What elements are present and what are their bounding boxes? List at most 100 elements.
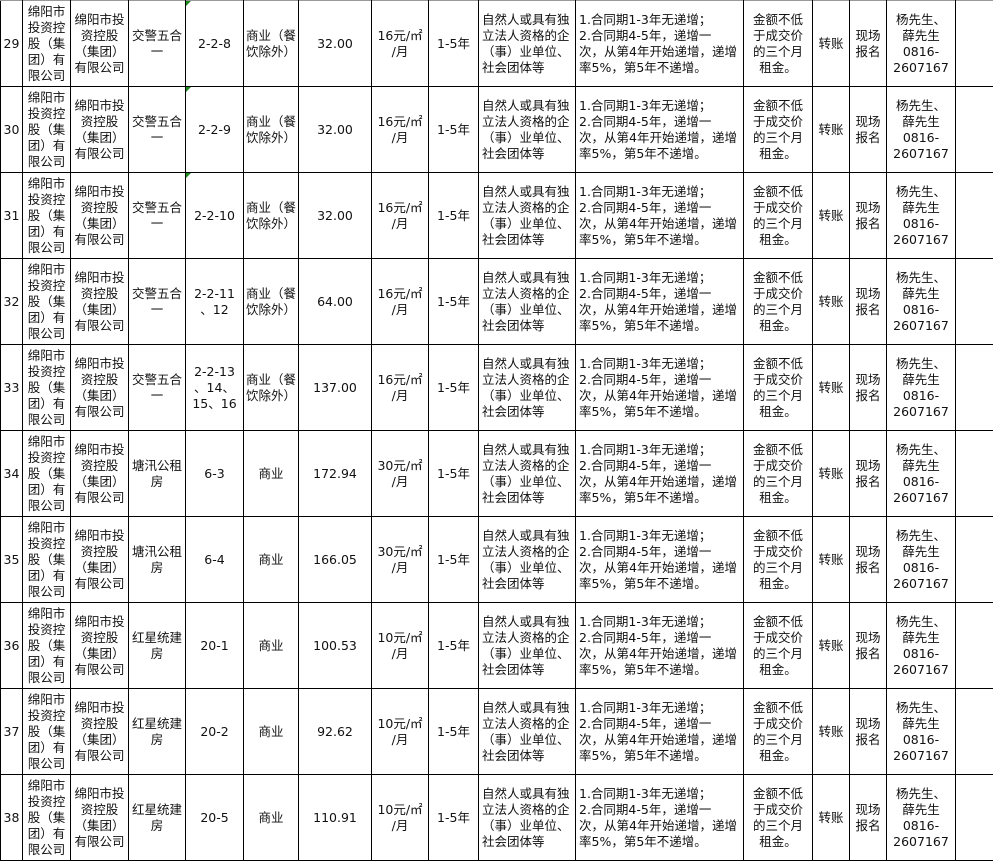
- cell-location[interactable]: 交警五合 一: [128, 0, 186, 87]
- cell-owner[interactable]: 绵阳市 投资控 股（集 团）有 限公司: [22, 172, 71, 259]
- cell-use[interactable]: 商业: [243, 774, 299, 861]
- cell-note[interactable]: [955, 172, 993, 259]
- cell-no[interactable]: 36: [0, 602, 23, 689]
- cell-use[interactable]: 商业: [243, 602, 299, 689]
- cell-no[interactable]: 29: [0, 0, 23, 87]
- cell-signup[interactable]: 现场 报名: [849, 516, 887, 603]
- cell-qualification[interactable]: 自然人或具有独 立法人资格的企 （事）业单位、 社会团体等: [478, 688, 576, 775]
- cell-note[interactable]: [955, 0, 993, 87]
- cell-area[interactable]: 172.94: [298, 430, 372, 517]
- cell-contact[interactable]: 杨先生、 薛先生 0816- 2607167: [886, 430, 956, 517]
- cell-price[interactable]: 16元/㎡ /月: [371, 0, 429, 87]
- cell-contact[interactable]: 杨先生、 薛先生 0816- 2607167: [886, 86, 956, 173]
- cell-price[interactable]: 30元/㎡ /月: [371, 516, 429, 603]
- cell-org[interactable]: 绵阳市投 资控股 （集团） 有限公司: [70, 688, 129, 775]
- cell-no[interactable]: 35: [0, 516, 23, 603]
- cell-price[interactable]: 10元/㎡ /月: [371, 602, 429, 689]
- cell-contact[interactable]: 杨先生、 薛先生 0816- 2607167: [886, 688, 956, 775]
- cell-term[interactable]: 1-5年: [428, 774, 479, 861]
- cell-use[interactable]: 商业（餐 饮除外）: [243, 172, 299, 259]
- cell-owner[interactable]: 绵阳市 投资控 股（集 团）有 限公司: [22, 516, 71, 603]
- cell-deposit[interactable]: 金额不低 于成交价 的三个月 租金。: [743, 688, 813, 775]
- cell-contact[interactable]: 杨先生、 薛先生 0816- 2607167: [886, 344, 956, 431]
- cell-unit[interactable]: 2-2-13 、14、 15、16: [185, 344, 244, 431]
- cell-deposit[interactable]: 金额不低 于成交价 的三个月 租金。: [743, 258, 813, 345]
- cell-unit[interactable]: 20-1: [185, 602, 244, 689]
- cell-deposit[interactable]: 金额不低 于成交价 的三个月 租金。: [743, 0, 813, 87]
- cell-area[interactable]: 166.05: [298, 516, 372, 603]
- cell-note[interactable]: [955, 258, 993, 345]
- cell-price[interactable]: 16元/㎡ /月: [371, 86, 429, 173]
- cell-term[interactable]: 1-5年: [428, 258, 479, 345]
- cell-org[interactable]: 绵阳市投 资控股 （集团） 有限公司: [70, 430, 129, 517]
- cell-note[interactable]: [955, 344, 993, 431]
- cell-location[interactable]: 红星统建 房: [128, 688, 186, 775]
- cell-location[interactable]: 交警五合 一: [128, 172, 186, 259]
- cell-use[interactable]: 商业（餐 饮除外）: [243, 344, 299, 431]
- cell-org[interactable]: 绵阳市投 资控股 （集团） 有限公司: [70, 516, 129, 603]
- cell-use[interactable]: 商业（餐 饮除外）: [243, 0, 299, 87]
- cell-payment[interactable]: 转账: [812, 258, 850, 345]
- cell-price[interactable]: 10元/㎡ /月: [371, 774, 429, 861]
- cell-owner[interactable]: 绵阳市 投资控 股（集 团）有 限公司: [22, 0, 71, 87]
- cell-price[interactable]: 30元/㎡ /月: [371, 430, 429, 517]
- cell-signup[interactable]: 现场 报名: [849, 258, 887, 345]
- cell-term[interactable]: 1-5年: [428, 172, 479, 259]
- cell-unit[interactable]: 20-2: [185, 688, 244, 775]
- cell-increase[interactable]: 1.合同期1-3年无递增； 2.合同期4-5年，递增一 次，从第4年开始递增，递…: [575, 688, 744, 775]
- cell-term[interactable]: 1-5年: [428, 602, 479, 689]
- cell-unit[interactable]: 6-4: [185, 516, 244, 603]
- cell-owner[interactable]: 绵阳市 投资控 股（集 团）有 限公司: [22, 344, 71, 431]
- cell-contact[interactable]: 杨先生、 薛先生 0816- 2607167: [886, 516, 956, 603]
- cell-area[interactable]: 32.00: [298, 172, 372, 259]
- cell-note[interactable]: [955, 430, 993, 517]
- cell-note[interactable]: [955, 602, 993, 689]
- cell-signup[interactable]: 现场 报名: [849, 172, 887, 259]
- cell-increase[interactable]: 1.合同期1-3年无递增； 2.合同期4-5年，递增一 次，从第4年开始递增，递…: [575, 516, 744, 603]
- cell-payment[interactable]: 转账: [812, 602, 850, 689]
- cell-unit[interactable]: 20-5: [185, 774, 244, 861]
- cell-increase[interactable]: 1.合同期1-3年无递增； 2.合同期4-5年，递增一 次，从第4年开始递增，递…: [575, 258, 744, 345]
- cell-payment[interactable]: 转账: [812, 0, 850, 87]
- cell-use[interactable]: 商业（餐 饮除外）: [243, 86, 299, 173]
- cell-qualification[interactable]: 自然人或具有独 立法人资格的企 （事）业单位、 社会团体等: [478, 430, 576, 517]
- cell-term[interactable]: 1-5年: [428, 344, 479, 431]
- cell-payment[interactable]: 转账: [812, 688, 850, 775]
- cell-no[interactable]: 33: [0, 344, 23, 431]
- cell-deposit[interactable]: 金额不低 于成交价 的三个月 租金。: [743, 430, 813, 517]
- cell-price[interactable]: 16元/㎡ /月: [371, 172, 429, 259]
- cell-qualification[interactable]: 自然人或具有独 立法人资格的企 （事）业单位、 社会团体等: [478, 172, 576, 259]
- cell-use[interactable]: 商业（餐 饮除外）: [243, 258, 299, 345]
- cell-signup[interactable]: 现场 报名: [849, 0, 887, 87]
- cell-qualification[interactable]: 自然人或具有独 立法人资格的企 （事）业单位、 社会团体等: [478, 86, 576, 173]
- cell-area[interactable]: 32.00: [298, 86, 372, 173]
- cell-qualification[interactable]: 自然人或具有独 立法人资格的企 （事）业单位、 社会团体等: [478, 0, 576, 87]
- cell-note[interactable]: [955, 774, 993, 861]
- cell-deposit[interactable]: 金额不低 于成交价 的三个月 租金。: [743, 774, 813, 861]
- cell-owner[interactable]: 绵阳市 投资控 股（集 团）有 限公司: [22, 774, 71, 861]
- cell-note[interactable]: [955, 516, 993, 603]
- cell-location[interactable]: 塘汛公租 房: [128, 430, 186, 517]
- cell-org[interactable]: 绵阳市投 资控股 （集团） 有限公司: [70, 258, 129, 345]
- cell-qualification[interactable]: 自然人或具有独 立法人资格的企 （事）业单位、 社会团体等: [478, 344, 576, 431]
- cell-area[interactable]: 110.91: [298, 774, 372, 861]
- cell-signup[interactable]: 现场 报名: [849, 602, 887, 689]
- cell-signup[interactable]: 现场 报名: [849, 774, 887, 861]
- cell-no[interactable]: 31: [0, 172, 23, 259]
- cell-increase[interactable]: 1.合同期1-3年无递增； 2.合同期4-5年，递增一 次，从第4年开始递增，递…: [575, 344, 744, 431]
- cell-deposit[interactable]: 金额不低 于成交价 的三个月 租金。: [743, 172, 813, 259]
- cell-contact[interactable]: 杨先生、 薛先生 0816- 2607167: [886, 258, 956, 345]
- cell-deposit[interactable]: 金额不低 于成交价 的三个月 租金。: [743, 344, 813, 431]
- cell-increase[interactable]: 1.合同期1-3年无递增； 2.合同期4-5年，递增一 次，从第4年开始递增，递…: [575, 430, 744, 517]
- cell-contact[interactable]: 杨先生、 薛先生 0816- 2607167: [886, 172, 956, 259]
- cell-contact[interactable]: 杨先生、 薛先生 0816- 2607167: [886, 0, 956, 87]
- cell-owner[interactable]: 绵阳市 投资控 股（集 团）有 限公司: [22, 86, 71, 173]
- cell-location[interactable]: 红星统建 房: [128, 602, 186, 689]
- cell-owner[interactable]: 绵阳市 投资控 股（集 团）有 限公司: [22, 688, 71, 775]
- cell-unit[interactable]: 2-2-10: [185, 172, 244, 259]
- cell-use[interactable]: 商业: [243, 688, 299, 775]
- cell-increase[interactable]: 1.合同期1-3年无递增； 2.合同期4-5年，递增一 次，从第4年开始递增，递…: [575, 86, 744, 173]
- cell-qualification[interactable]: 自然人或具有独 立法人资格的企 （事）业单位、 社会团体等: [478, 516, 576, 603]
- cell-signup[interactable]: 现场 报名: [849, 344, 887, 431]
- cell-signup[interactable]: 现场 报名: [849, 430, 887, 517]
